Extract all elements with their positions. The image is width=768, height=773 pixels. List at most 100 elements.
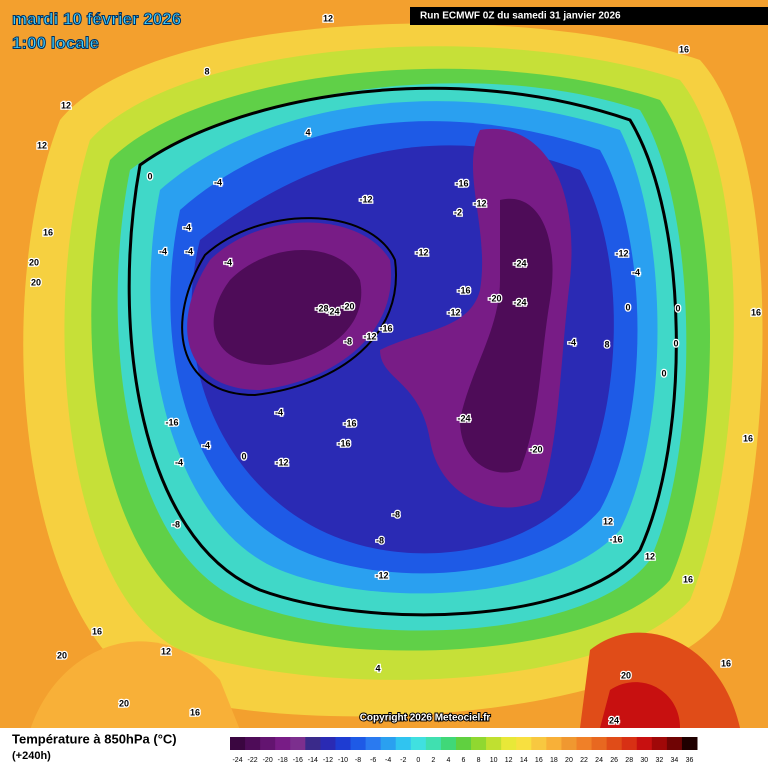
colorbar-swatch bbox=[681, 737, 698, 750]
footer-title: Température à 850hPa (°C) bbox=[12, 731, 177, 746]
contour-label: 20 bbox=[31, 277, 41, 287]
colorbar-swatch bbox=[576, 737, 593, 750]
contour-label: -12 bbox=[447, 307, 460, 317]
colorbar-swatch bbox=[245, 737, 261, 750]
contour-label: -4 bbox=[214, 177, 222, 187]
contour-label: -12 bbox=[359, 194, 372, 204]
contour-label: -12 bbox=[363, 331, 376, 341]
colorbar-swatch bbox=[395, 737, 412, 750]
map-time: 1:00 locale bbox=[12, 33, 99, 52]
contour-label: -16 bbox=[165, 417, 178, 427]
colorbar-label: 32 bbox=[655, 757, 663, 764]
colorbar: -24 -22 -20 -18 -16 -14 -12 -10 -8 -6 -4 -2 0 2 4 6 8 10 1… bbox=[230, 737, 698, 764]
colorbar-swatch bbox=[591, 737, 608, 750]
contour-label: -4 bbox=[224, 257, 232, 267]
colorbar-label: 16 bbox=[535, 757, 543, 764]
temperature-field bbox=[23, 23, 763, 730]
colorbar-swatch bbox=[335, 737, 352, 750]
contour-label: -12 bbox=[473, 198, 486, 208]
contour-label: -16 bbox=[343, 418, 356, 428]
colorbar-swatch bbox=[531, 737, 547, 750]
colorbar-label: 24 bbox=[595, 757, 603, 764]
colorbar-swatch bbox=[651, 737, 668, 750]
contour-label: 0 bbox=[147, 171, 152, 181]
contour-label: 0 bbox=[241, 451, 246, 461]
contour-label: -8 bbox=[376, 535, 384, 545]
contour-label: 16 bbox=[751, 307, 761, 317]
contour-label: 16 bbox=[679, 44, 689, 54]
contour-label: -20 bbox=[488, 293, 501, 303]
contour-label: 4 bbox=[305, 127, 310, 137]
contour-label: -4 bbox=[159, 246, 167, 256]
colorbar-label: 18 bbox=[550, 757, 558, 764]
contour-label: -8 bbox=[392, 509, 400, 519]
contour-label: 0 bbox=[673, 338, 678, 348]
contour-label: -24 bbox=[513, 297, 526, 307]
contour-label: -16 bbox=[455, 178, 468, 188]
contour-label: 0 bbox=[625, 302, 630, 312]
contour-label: 8 bbox=[604, 339, 609, 349]
colorbar-label: 6 bbox=[462, 757, 466, 764]
colorbar-swatch bbox=[486, 737, 502, 750]
colorbar-label: -4 bbox=[385, 757, 391, 764]
colorbar-swatch bbox=[561, 737, 577, 750]
colorbar-label: -6 bbox=[370, 757, 376, 764]
colorbar-swatch bbox=[621, 737, 638, 750]
colorbar-label: 4 bbox=[446, 757, 450, 764]
colorbar-label: 8 bbox=[477, 757, 481, 764]
contour-label: -12 bbox=[275, 457, 288, 467]
run-box bbox=[410, 7, 768, 25]
colorbar-label: 22 bbox=[580, 757, 588, 764]
colorbar-label: 10 bbox=[490, 757, 498, 764]
contour-label: 12 bbox=[37, 140, 47, 150]
contour-label: 12 bbox=[61, 100, 71, 110]
contour-label: -4 bbox=[202, 440, 210, 450]
colorbar-swatch bbox=[320, 737, 336, 750]
contour-label: -4 bbox=[185, 246, 193, 256]
colorbar-swatch bbox=[546, 737, 562, 750]
colorbar-swatch bbox=[290, 737, 306, 750]
contour-label: -8 bbox=[344, 336, 352, 346]
contour-label: 16 bbox=[190, 707, 200, 717]
colorbar-swatch bbox=[260, 737, 276, 750]
colorbar-swatch bbox=[666, 737, 683, 750]
colorbar-label: 0 bbox=[416, 757, 420, 764]
contour-label: 20 bbox=[57, 650, 67, 660]
contour-label: -4 bbox=[632, 267, 640, 277]
colorbar-label: 2 bbox=[431, 757, 435, 764]
colorbar-swatch bbox=[516, 737, 532, 750]
contour-label: 0 bbox=[661, 368, 666, 378]
contour-label: 16 bbox=[92, 626, 102, 636]
colorbar-swatch bbox=[636, 737, 653, 750]
contour-label: -16 bbox=[609, 534, 622, 544]
contour-label: -16 bbox=[457, 285, 470, 295]
contour-label: 12 bbox=[323, 13, 333, 23]
contour-label: -2 bbox=[454, 207, 462, 217]
colorbar-swatch bbox=[230, 737, 246, 750]
colorbar-swatch bbox=[425, 737, 442, 750]
run-info: Run ECMWF 0Z du samedi 31 janvier 2026 bbox=[420, 11, 621, 22]
colorbar-label: -14 bbox=[308, 757, 318, 764]
colorbar-label: 20 bbox=[565, 757, 573, 764]
colorbar-label: -20 bbox=[263, 757, 273, 764]
colorbar-label: 12 bbox=[505, 757, 513, 764]
colorbar-swatch bbox=[455, 737, 472, 750]
colorbar-swatch bbox=[365, 737, 382, 750]
colorbar-label: 28 bbox=[625, 757, 633, 764]
contour-label: 12 bbox=[161, 646, 171, 656]
colorbar-swatch bbox=[305, 737, 321, 750]
colorbar-label: 14 bbox=[520, 757, 528, 764]
colorbar-swatch bbox=[275, 737, 291, 750]
colorbar-swatch bbox=[471, 737, 487, 750]
colorbar-swatch bbox=[380, 737, 397, 750]
contour-label: 20 bbox=[119, 698, 129, 708]
contour-label: 16 bbox=[43, 227, 53, 237]
colorbar-label: -16 bbox=[293, 757, 303, 764]
colorbar-label: 36 bbox=[686, 757, 694, 764]
contour-label: -20 bbox=[341, 301, 354, 311]
colorbar-label: 26 bbox=[610, 757, 618, 764]
contour-label: 0 bbox=[675, 303, 680, 313]
colorbar-swatch bbox=[501, 737, 517, 750]
